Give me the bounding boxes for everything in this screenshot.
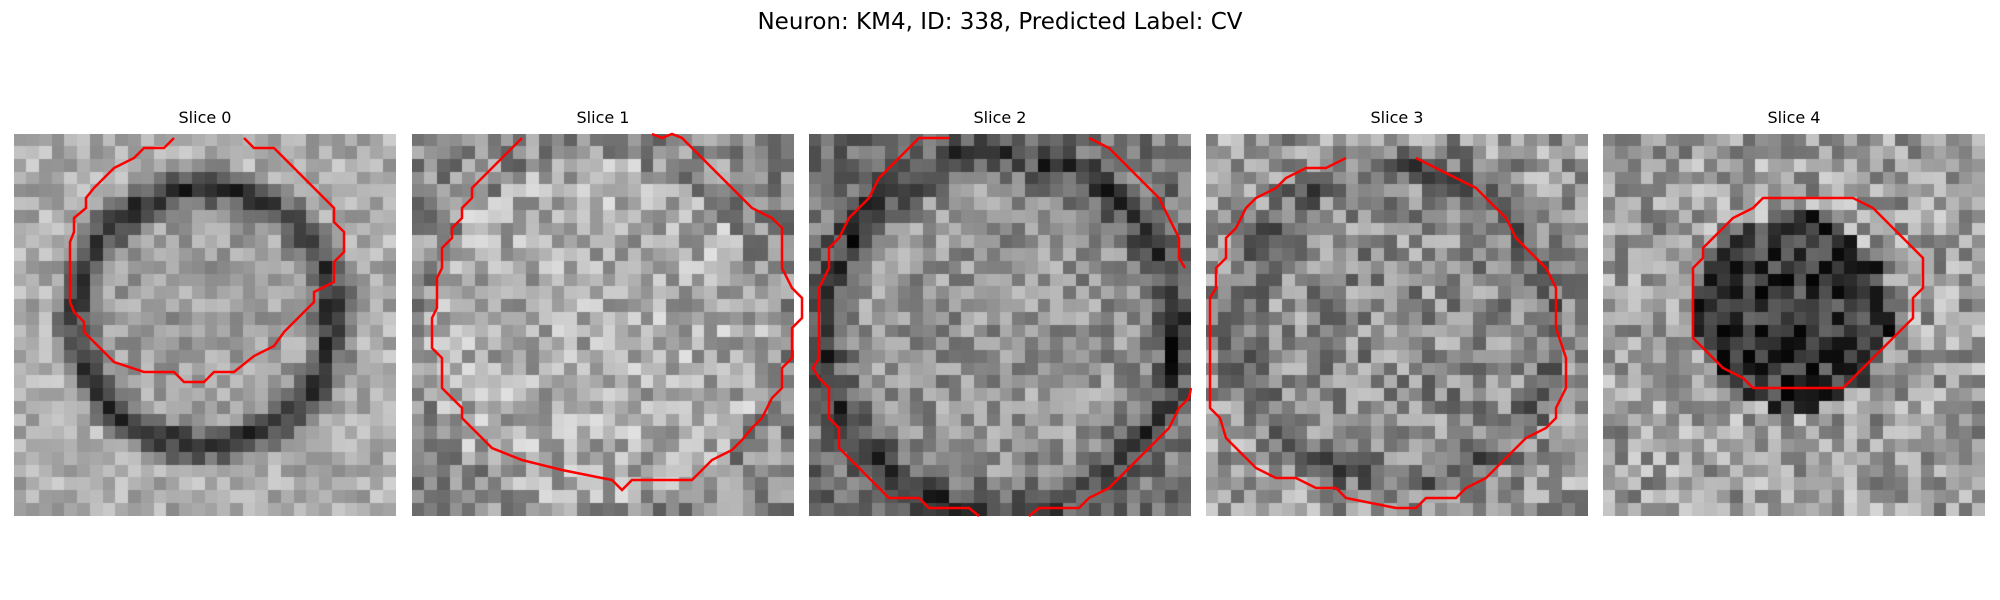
slice-grayscale-image <box>809 134 1191 516</box>
slice-grayscale-image <box>1603 134 1985 516</box>
slice-title-4: Slice 4 <box>1767 108 1821 127</box>
slice-image-3 <box>1206 134 1588 516</box>
slice-panel-1: Slice 1 <box>412 108 804 516</box>
slice-title-3: Slice 3 <box>1370 108 1424 127</box>
slice-grayscale-image <box>1206 134 1588 516</box>
figure-title: Neuron: KM4, ID: 338, Predicted Label: C… <box>757 9 1243 35</box>
slice-title-0: Slice 0 <box>178 108 232 127</box>
slice-image-2 <box>809 134 1193 517</box>
slice-panel-4: Slice 4 <box>1603 108 1985 516</box>
slice-image-1 <box>412 132 804 516</box>
slice-title-1: Slice 1 <box>576 108 630 127</box>
slice-panel-0: Slice 0 <box>14 108 396 516</box>
slice-image-0 <box>14 134 396 516</box>
slice-panel-3: Slice 3 <box>1206 108 1588 516</box>
slice-panel-2: Slice 2 <box>809 108 1193 517</box>
slice-title-2: Slice 2 <box>973 108 1027 127</box>
slice-image-4 <box>1603 134 1985 516</box>
slice-grayscale-image <box>14 134 396 516</box>
slice-grayscale-image <box>412 134 794 516</box>
